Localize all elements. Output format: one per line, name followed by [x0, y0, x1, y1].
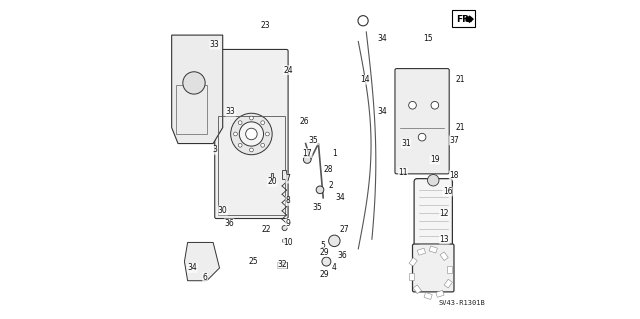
Text: 25: 25 — [248, 257, 258, 266]
Bar — [436, 290, 444, 297]
Bar — [424, 293, 432, 300]
Text: 36: 36 — [337, 251, 348, 260]
FancyBboxPatch shape — [395, 69, 449, 174]
FancyArrow shape — [466, 16, 473, 22]
Polygon shape — [172, 35, 223, 144]
Text: 37: 37 — [449, 136, 459, 145]
Bar — [282, 170, 286, 179]
Text: 9: 9 — [285, 219, 291, 228]
Text: 14: 14 — [360, 75, 369, 84]
Text: 32: 32 — [277, 260, 287, 269]
Text: 12: 12 — [440, 209, 449, 218]
Circle shape — [250, 148, 253, 152]
Text: 28: 28 — [323, 165, 333, 174]
Circle shape — [266, 132, 269, 136]
Circle shape — [419, 133, 426, 141]
Text: 4: 4 — [332, 263, 337, 272]
Bar — [277, 262, 287, 268]
Text: FR.: FR. — [456, 15, 473, 24]
Bar — [413, 285, 421, 293]
Bar — [417, 248, 426, 255]
Text: 21: 21 — [456, 75, 465, 84]
FancyBboxPatch shape — [215, 49, 288, 219]
Text: 17: 17 — [303, 149, 312, 158]
Text: 5: 5 — [321, 241, 326, 250]
Text: 35: 35 — [308, 136, 319, 145]
Bar — [177, 85, 207, 134]
FancyBboxPatch shape — [452, 10, 475, 27]
Bar — [440, 252, 448, 261]
Circle shape — [238, 143, 242, 147]
Circle shape — [230, 113, 272, 155]
Text: 29: 29 — [320, 270, 330, 279]
Circle shape — [316, 186, 324, 194]
Circle shape — [183, 72, 205, 94]
Circle shape — [260, 143, 264, 147]
Text: 33: 33 — [210, 40, 220, 49]
Bar — [429, 246, 437, 253]
Text: 34: 34 — [188, 263, 197, 272]
Text: 1: 1 — [332, 149, 337, 158]
Bar — [271, 173, 273, 180]
Text: 21: 21 — [456, 123, 465, 132]
Circle shape — [246, 128, 257, 140]
Text: 3: 3 — [212, 145, 217, 154]
Text: 13: 13 — [440, 235, 449, 244]
Text: 20: 20 — [268, 177, 277, 186]
Text: 34: 34 — [378, 34, 387, 43]
Text: 2: 2 — [329, 181, 333, 189]
Text: 34: 34 — [378, 107, 387, 116]
Text: 31: 31 — [401, 139, 411, 148]
Bar — [409, 273, 414, 280]
Text: 26: 26 — [300, 117, 309, 126]
Text: 27: 27 — [339, 225, 349, 234]
Circle shape — [431, 101, 438, 109]
Text: 7: 7 — [285, 174, 291, 183]
Circle shape — [328, 235, 340, 247]
Text: 33: 33 — [226, 107, 236, 116]
Circle shape — [303, 156, 311, 163]
Circle shape — [428, 174, 439, 186]
Text: 23: 23 — [261, 21, 271, 30]
Text: 24: 24 — [284, 66, 293, 75]
Circle shape — [282, 226, 287, 231]
Circle shape — [282, 239, 286, 243]
Text: 15: 15 — [424, 34, 433, 43]
Circle shape — [238, 121, 242, 125]
Text: SV43-R1301B: SV43-R1301B — [438, 300, 484, 306]
Text: 29: 29 — [320, 248, 330, 256]
Text: 36: 36 — [224, 219, 234, 228]
Text: 8: 8 — [285, 197, 291, 205]
Bar — [447, 266, 452, 273]
Circle shape — [260, 121, 264, 125]
Circle shape — [322, 257, 331, 266]
Circle shape — [239, 122, 264, 146]
FancyBboxPatch shape — [414, 179, 452, 255]
Text: 11: 11 — [398, 168, 408, 177]
Text: 6: 6 — [203, 273, 207, 282]
Text: 30: 30 — [218, 206, 228, 215]
Text: 16: 16 — [443, 187, 452, 196]
Text: 22: 22 — [261, 225, 271, 234]
Bar — [218, 116, 285, 215]
Circle shape — [234, 132, 237, 136]
Circle shape — [409, 101, 417, 109]
Bar — [409, 257, 417, 266]
Text: 19: 19 — [430, 155, 440, 164]
Text: 18: 18 — [449, 171, 459, 180]
Text: 10: 10 — [284, 238, 293, 247]
Circle shape — [250, 116, 253, 120]
Text: 34: 34 — [336, 193, 346, 202]
Bar — [444, 279, 452, 288]
Text: 35: 35 — [312, 203, 322, 212]
Polygon shape — [184, 242, 220, 281]
FancyBboxPatch shape — [413, 244, 454, 292]
